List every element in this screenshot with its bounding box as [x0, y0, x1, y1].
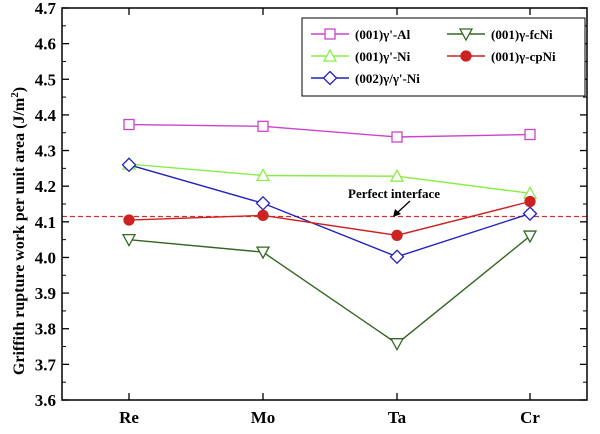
series-line: [128, 200, 531, 237]
y-axis-label: Griffith rupture work per unit area (J/m…: [9, 87, 28, 375]
data-point: [524, 128, 536, 141]
legend-label: (001)γ'-Al: [355, 27, 411, 42]
legend-swatch-marker: [324, 28, 336, 40]
reference-arrow: [396, 200, 411, 214]
x-tick-label: Cr: [520, 408, 540, 427]
y-tick-label: 4.3: [35, 142, 56, 161]
y-tick-label: 4.6: [35, 35, 56, 54]
legend-label: (002)γ/γ'-Ni: [355, 71, 420, 86]
y-tick-label: 3.8: [35, 320, 56, 339]
y-tick-label: 4.1: [35, 213, 56, 232]
y-tick-label: 3.6: [35, 391, 56, 410]
y-tick-label: 4.7: [35, 0, 57, 18]
data-point: [123, 214, 135, 226]
data-point: [391, 131, 403, 143]
data-point: [123, 118, 135, 131]
y-tick-label: 4.5: [35, 70, 56, 89]
data-point: [389, 338, 405, 352]
reference-line-label: Perfect interface: [348, 186, 440, 201]
legend-swatch-marker: [322, 70, 338, 86]
data-point: [389, 168, 405, 182]
series-line: [128, 163, 531, 195]
legend-label: (001)γ'-Ni: [355, 49, 411, 64]
data-point: [255, 195, 271, 211]
data-point: [255, 168, 271, 182]
data-point: [121, 233, 137, 247]
y-tick-label: 4.2: [35, 177, 56, 196]
y-tick-label: 3.7: [35, 355, 57, 374]
legend-box: [301, 17, 586, 97]
series-line: [128, 123, 531, 138]
data-point: [522, 230, 538, 244]
legend-label: (001)γ-cpNi: [491, 49, 556, 64]
data-point: [257, 120, 269, 132]
series-line: [128, 164, 531, 258]
x-tick-label: Mo: [251, 408, 276, 427]
series-line: [128, 235, 531, 345]
y-tick-label: 3.9: [35, 284, 56, 303]
legend-swatch-marker: [322, 48, 338, 62]
data-point: [121, 157, 137, 173]
y-tick-label: 4.4: [35, 106, 57, 125]
data-point: [524, 195, 536, 208]
data-point: [255, 246, 271, 260]
x-tick-label: Re: [119, 408, 139, 427]
legend-swatch-marker: [458, 28, 474, 42]
data-point: [389, 249, 405, 265]
data-point: [391, 229, 403, 242]
x-tick-label: Ta: [388, 408, 407, 427]
legend-label: (001)γ-fcNi: [491, 27, 553, 42]
legend-swatch-marker: [460, 50, 472, 62]
reference-arrow-head: [393, 209, 401, 217]
y-tick-label: 4.0: [35, 248, 56, 267]
data-point: [522, 206, 538, 222]
data-point: [257, 209, 269, 222]
